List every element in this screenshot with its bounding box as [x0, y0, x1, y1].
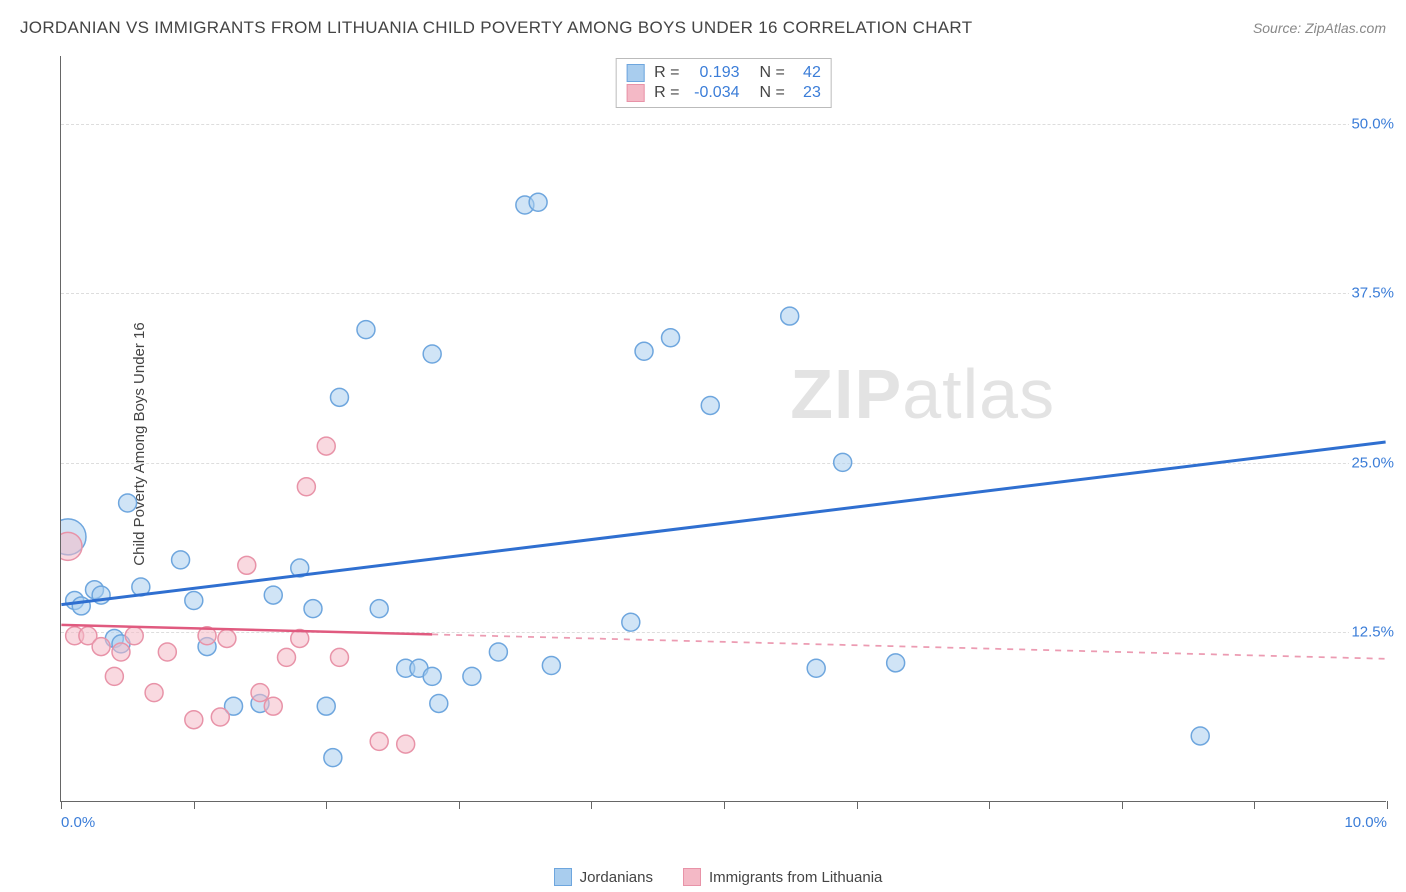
scatter-point [701, 396, 719, 414]
scatter-point [423, 667, 441, 685]
scatter-point [185, 711, 203, 729]
scatter-point [370, 600, 388, 618]
x-tick [61, 801, 62, 809]
source-attribution: Source: ZipAtlas.com [1253, 20, 1386, 36]
scatter-point [172, 551, 190, 569]
scatter-point [622, 613, 640, 631]
scatter-point [357, 321, 375, 339]
scatter-point [218, 629, 236, 647]
x-tick-label: 0.0% [61, 814, 95, 831]
scatter-point [635, 342, 653, 360]
x-tick [194, 801, 195, 809]
stat-r-label: R = [654, 84, 679, 102]
stat-n-value: 42 [795, 64, 821, 82]
scatter-point [463, 667, 481, 685]
stats-swatch [626, 84, 644, 102]
scatter-point [887, 654, 905, 672]
scatter-point [238, 556, 256, 574]
scatter-point [807, 659, 825, 677]
scatter-point [370, 732, 388, 750]
scatter-point [423, 345, 441, 363]
chart-area: Child Poverty Among Boys Under 16 ZIPatl… [50, 56, 1386, 832]
stats-row: R = 0.193 N = 42 [626, 63, 821, 83]
scatter-point [542, 657, 560, 675]
scatter-point [72, 597, 90, 615]
scatter-point [278, 648, 296, 666]
trend-line-dashed [432, 634, 1385, 658]
scatter-point [304, 600, 322, 618]
scatter-point [125, 627, 143, 645]
plot-svg [61, 56, 1386, 801]
scatter-point [781, 307, 799, 325]
x-tick [326, 801, 327, 809]
scatter-point [185, 592, 203, 610]
scatter-point [1191, 727, 1209, 745]
scatter-point [105, 667, 123, 685]
legend-label: Immigrants from Lithuania [709, 869, 882, 886]
scatter-point [92, 638, 110, 656]
scatter-point [397, 735, 415, 753]
stats-swatch [626, 64, 644, 82]
scatter-point [330, 648, 348, 666]
scatter-point [264, 586, 282, 604]
stat-n-label: N = [760, 84, 785, 102]
legend-swatch [683, 868, 701, 886]
x-tick [459, 801, 460, 809]
stat-n-label: N = [760, 64, 785, 82]
stat-r-label: R = [654, 64, 679, 82]
scatter-point [529, 193, 547, 211]
legend-item: Jordanians [554, 868, 653, 886]
x-tick [857, 801, 858, 809]
x-tick [724, 801, 725, 809]
stats-box: R = 0.193 N = 42 R = -0.034 N = 23 [615, 58, 832, 108]
scatter-point [324, 749, 342, 767]
scatter-point [264, 697, 282, 715]
x-tick [989, 801, 990, 809]
plot-region: ZIPatlas R =0.193N =42R =-0.034N =23 12.… [60, 56, 1386, 802]
stat-n-value: 23 [795, 84, 821, 102]
scatter-point [112, 643, 130, 661]
legend-label: Jordanians [580, 869, 653, 886]
scatter-point [489, 643, 507, 661]
chart-title: JORDANIAN VS IMMIGRANTS FROM LITHUANIA C… [20, 18, 972, 38]
scatter-point [317, 697, 335, 715]
scatter-point [251, 684, 269, 702]
scatter-point [430, 694, 448, 712]
stat-r-value: -0.034 [690, 84, 740, 102]
scatter-point [145, 684, 163, 702]
stat-r-value: 0.193 [690, 64, 740, 82]
x-tick [1387, 801, 1388, 809]
scatter-point [61, 532, 82, 560]
bottom-legend: Jordanians Immigrants from Lithuania [50, 868, 1386, 886]
scatter-point [834, 453, 852, 471]
trend-line [61, 442, 1385, 605]
legend-swatch [554, 868, 572, 886]
scatter-point [330, 388, 348, 406]
scatter-point [297, 478, 315, 496]
scatter-point [119, 494, 137, 512]
x-tick [1254, 801, 1255, 809]
scatter-point [317, 437, 335, 455]
scatter-point [211, 708, 229, 726]
scatter-point [158, 643, 176, 661]
x-tick-label: 10.0% [1344, 814, 1387, 831]
stats-row: R = -0.034 N = 23 [626, 83, 821, 103]
scatter-point [662, 329, 680, 347]
x-tick [1122, 801, 1123, 809]
x-tick [591, 801, 592, 809]
legend-item: Immigrants from Lithuania [683, 868, 882, 886]
